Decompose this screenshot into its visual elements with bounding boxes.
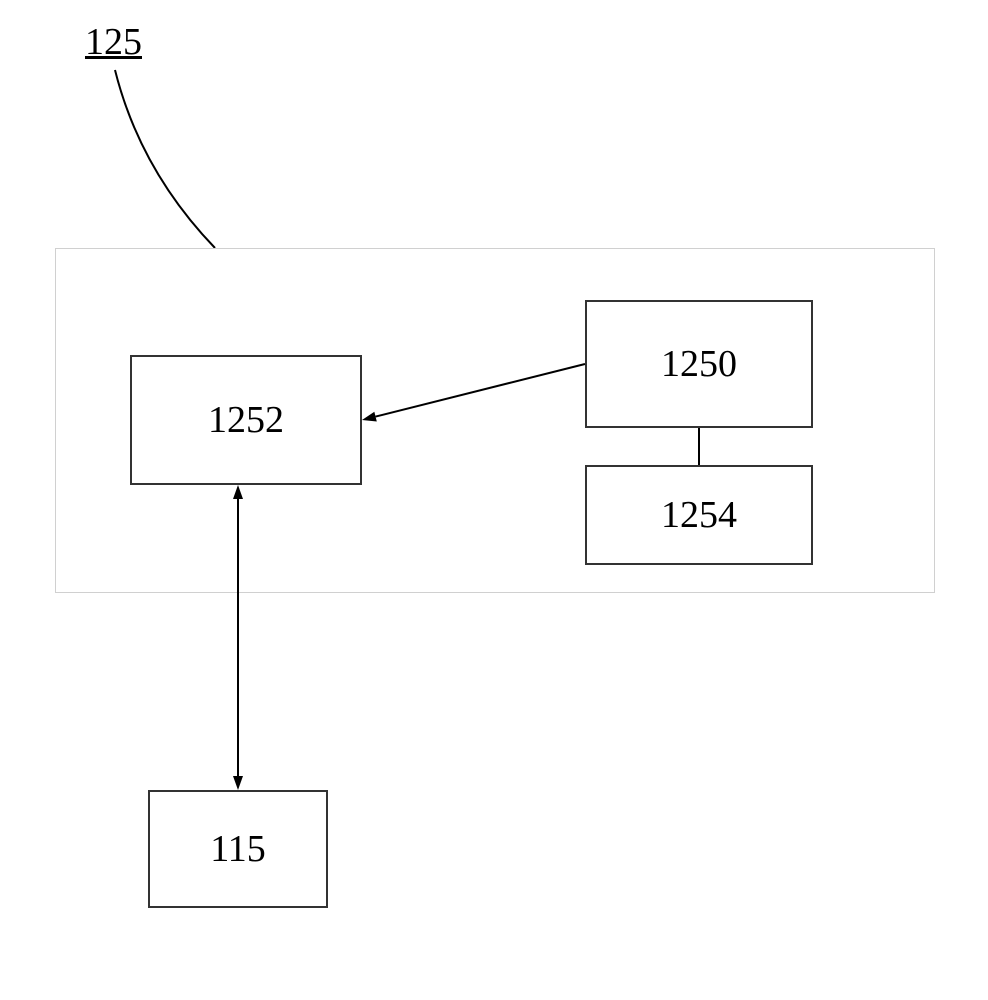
node-115: 115 xyxy=(148,790,328,908)
leader-path xyxy=(115,70,215,248)
node-1250: 1250 xyxy=(585,300,813,428)
node-1254-label: 1254 xyxy=(661,493,737,537)
node-115-label: 115 xyxy=(210,827,266,871)
node-1252-label: 1252 xyxy=(208,398,284,442)
node-1250-label: 1250 xyxy=(661,342,737,386)
node-1254: 1254 xyxy=(585,465,813,565)
node-1252: 1252 xyxy=(130,355,362,485)
diagram-title: 125 xyxy=(85,20,142,64)
arrowhead-end-e-1252-115 xyxy=(233,776,243,790)
